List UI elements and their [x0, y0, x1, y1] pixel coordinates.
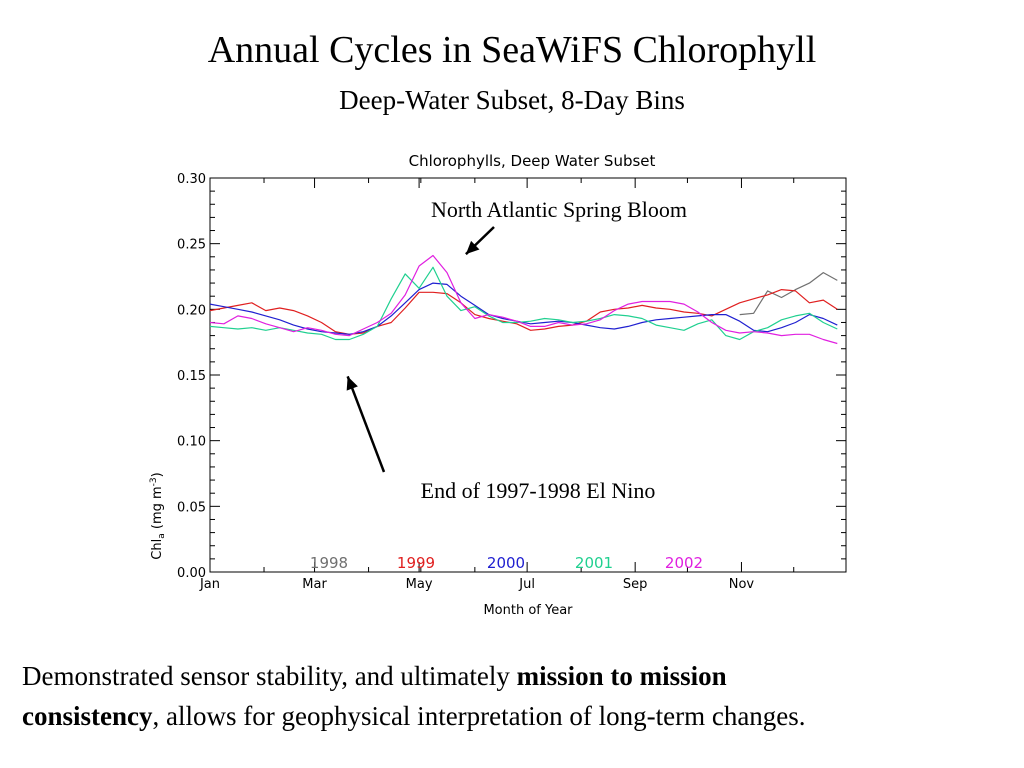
slide-subtitle: Deep-Water Subset, 8-Day Bins [339, 85, 685, 115]
arrow-head [346, 376, 358, 391]
y-axis-label-unit: (mg m [150, 486, 165, 533]
y-axis-label-sub: a [157, 533, 167, 539]
legend-item-2001: 2001 [575, 554, 613, 572]
legend-item-2000: 2000 [487, 554, 525, 572]
plot-axes: 0.00 0.05 0.10 0.15 0.20 0.25 0.30 Jan Mar May Jul… [177, 172, 847, 592]
annotation-el-nino: End of 1997-1998 El Nino [421, 478, 656, 503]
legend-item-1998: 1998 [310, 554, 348, 572]
y-axis-label: Chla (mg m-3) [149, 472, 167, 559]
series-line-2001 [209, 266, 838, 341]
series-line-1999 [209, 289, 838, 335]
annotation-spring-bloom: North Atlantic Spring Bloom [431, 197, 687, 222]
y-tick-label: 0.10 [177, 435, 206, 450]
summary-text: Demonstrated sensor stability, and ultim… [22, 656, 1012, 736]
x-tick-label: May [406, 577, 433, 592]
legend-item-2002: 2002 [665, 554, 703, 572]
arrow-spring-bloom [465, 226, 495, 256]
x-axis-label: Month of Year [483, 603, 573, 618]
series-line-2002 [209, 254, 838, 345]
series-line-2000 [209, 282, 838, 335]
y-tick-label: 0.25 [177, 238, 206, 253]
arrow-shaft [346, 375, 386, 473]
y-tick-label: 0.15 [177, 369, 206, 384]
y-tick-label: 0.30 [177, 172, 206, 187]
series-line-1998 [739, 272, 838, 316]
arrow-head [465, 240, 480, 255]
x-tick-label: Mar [302, 577, 327, 592]
chlorophyll-chart: Chlorophylls, Deep Water Subset 0.00 0.05… [149, 152, 847, 618]
x-tick-label: Jan [199, 577, 220, 592]
summary-text-part2: , allows for geophysical interpretation … [152, 701, 806, 731]
x-tick-label: Jul [518, 577, 535, 592]
y-tick-label: 0.20 [177, 303, 206, 318]
summary-text-bold1: mission to mission [516, 661, 727, 691]
x-tick-label: Sep [623, 577, 648, 592]
slide-title: Annual Cycles in SeaWiFS Chlorophyll [207, 29, 817, 71]
y-axis-label-main: Chl [150, 539, 165, 560]
y-axis-label-sup: -3 [149, 477, 159, 486]
annotations: North Atlantic Spring Bloom End of 1997-1… [346, 197, 687, 503]
y-tick-label: 0.00 [177, 566, 206, 581]
x-tick-label: Nov [729, 577, 755, 592]
series-lines [209, 254, 838, 345]
legend-item-1999: 1999 [397, 554, 435, 572]
legend: 1998 1999 2000 2001 2002 [310, 554, 703, 572]
chart-title: Chlorophylls, Deep Water Subset [409, 152, 656, 170]
plot-frame [209, 177, 847, 573]
summary-text-part1: Demonstrated sensor stability, and ultim… [22, 661, 517, 691]
summary-text-bold2: consistency [22, 701, 153, 731]
y-tick-label: 0.05 [177, 500, 206, 515]
y-axis-label-end: ) [150, 472, 165, 477]
arrow-el-nino [346, 375, 386, 473]
